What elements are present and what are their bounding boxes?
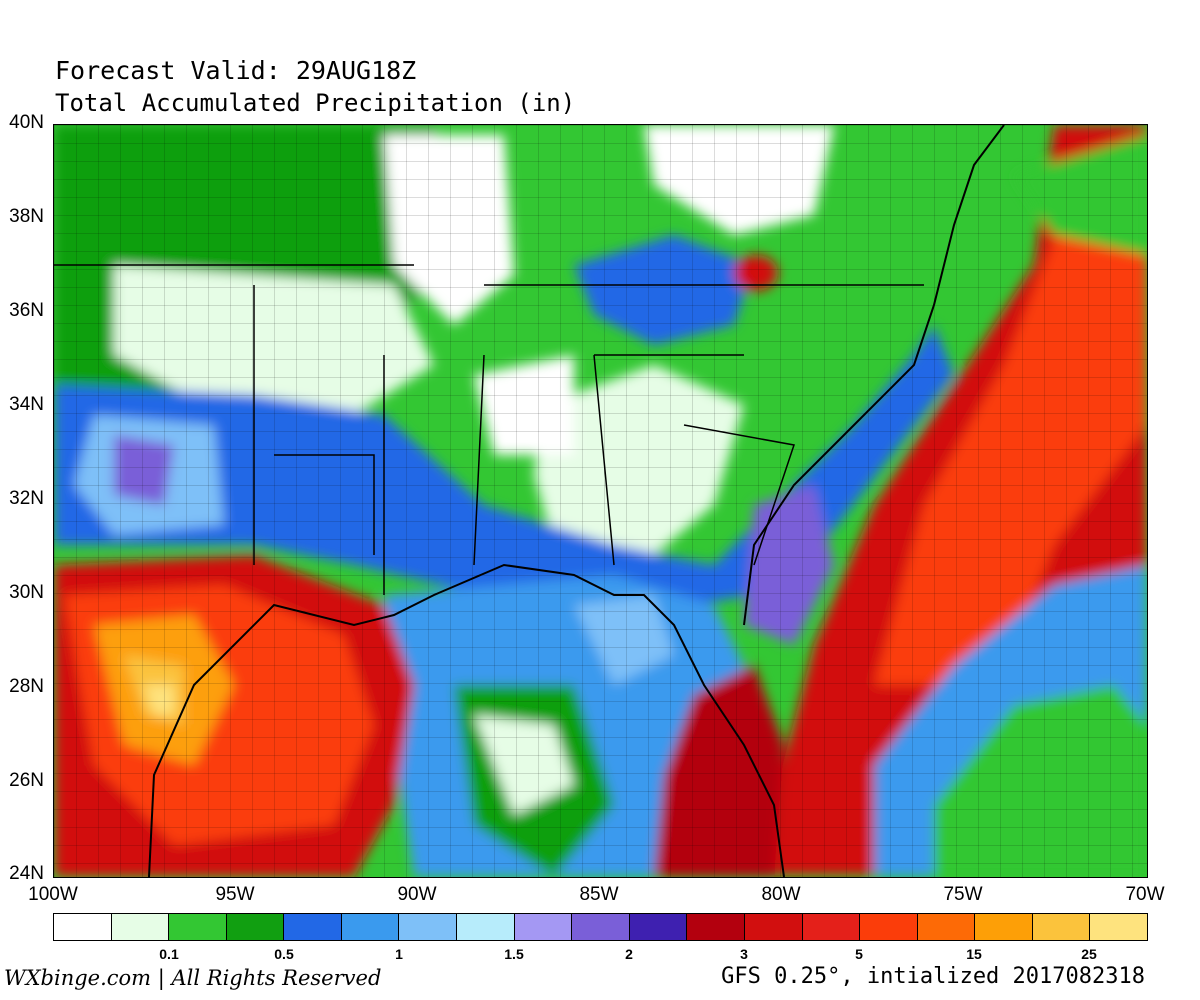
lon-tick-100w: 100W [28,884,78,905]
colorbar-swatch-12 [744,914,803,940]
colorbar-swatch-13 [802,914,861,940]
state-borders [54,264,924,595]
colorbar-label-2: 2 [625,946,633,962]
lat-tick-36n: 36N [9,300,44,321]
model-info-text: GFS 0.25°, intialized 2017082318 [721,964,1145,989]
colorbar-swatch-15 [917,914,976,940]
colorbar-swatch-6 [399,914,458,940]
colorbar-swatch-4 [284,914,342,940]
lon-tick-85w: 85W [579,884,619,905]
lat-tick-34n: 34N [9,394,44,415]
county-grid [54,125,1147,877]
colorbar-swatch-16 [975,914,1033,940]
colorbar-label-15: 15 [966,946,982,962]
colorbar-swatch-3 [226,914,285,940]
gulf-coastline [148,563,785,877]
colorbar-label-0-5: 0.5 [274,946,294,962]
map-canvas [54,125,1147,877]
colorbar-swatch-18 [1090,914,1147,940]
map-subtitle: Total Accumulated Precipitation (in) [55,89,576,117]
colorbar-swatch-5 [341,914,400,940]
colorbar-swatch-10 [629,914,688,940]
colorbar-swatch-0 [54,914,112,940]
colorbar-swatch-11 [687,914,745,940]
colorbar-label-0-1: 0.1 [159,946,179,962]
precip-colorbar [53,913,1148,941]
colorbar-label-1-5: 1.5 [504,946,524,962]
precipitation-map [53,124,1148,878]
map-title: Forecast Valid: 29AUG18Z [55,56,417,85]
lat-tick-30n: 30N [9,582,44,603]
colorbar-label-25: 25 [1081,946,1097,962]
colorbar-swatch-8 [514,914,573,940]
lon-tick-75w: 75W [943,884,983,905]
lon-tick-95w: 95W [215,884,255,905]
colorbar-swatch-2 [169,914,227,940]
lat-tick-40n: 40N [9,112,44,133]
colorbar-swatch-9 [572,914,630,940]
lon-tick-80w: 80W [761,884,801,905]
lon-tick-90w: 90W [397,884,437,905]
lon-tick-70w: 70W [1125,884,1165,905]
credit-text: WXbinge.com | All Rights Reserved [4,966,382,990]
lat-tick-26n: 26N [9,770,44,791]
colorbar-swatch-1 [111,914,170,940]
colorbar-label-5: 5 [855,946,863,962]
colorbar-swatch-7 [457,914,515,940]
colorbar-label-3: 3 [740,946,748,962]
colorbar-swatch-17 [1032,914,1091,940]
colorbar-swatch-14 [860,914,918,940]
lat-tick-38n: 38N [9,206,44,227]
lat-tick-28n: 28N [9,676,44,697]
lat-tick-32n: 32N [9,488,44,509]
lat-tick-24n: 24N [9,863,44,884]
colorbar-label-1: 1 [395,946,403,962]
